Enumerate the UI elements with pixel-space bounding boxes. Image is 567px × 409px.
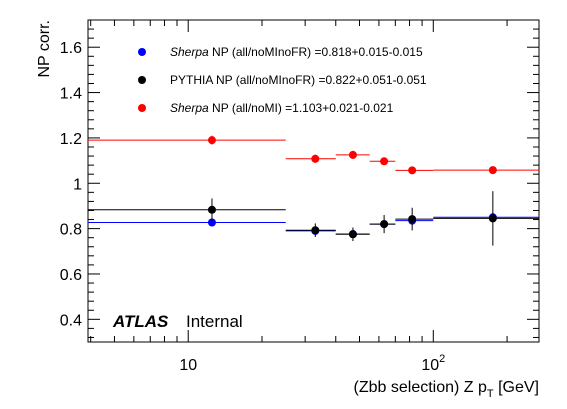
- x-axis-label-unit: [GeV]: [494, 379, 539, 396]
- x-axis-label-sub: T: [487, 388, 494, 400]
- data-point: [408, 166, 417, 175]
- y-axis-label: NP corr.: [36, 20, 53, 78]
- legend-label-text: PYTHIA NP (all/noMInoFR) =0.822+0.051-0.…: [170, 73, 427, 87]
- series-sherpa_np_all_nomlnofr: [88, 213, 539, 239]
- data-point: [380, 157, 389, 166]
- y-tick-label: 1.6: [60, 40, 82, 57]
- legend-label-italic: Sherpa: [170, 101, 209, 115]
- y-tick-label: 1.2: [60, 131, 82, 148]
- x-axis: 10 102: [90, 20, 508, 374]
- legend-label: Sherpa NP (all/noMI) =1.103+0.021-0.021: [170, 101, 394, 115]
- series-pythia_np_all_nomlnofr: [88, 191, 539, 246]
- data-point: [207, 218, 216, 227]
- x-tick-label-base: 10: [421, 357, 439, 374]
- y-tick-label: 0.8: [60, 222, 82, 239]
- legend-entry: Sherpa NP (all/noMInoFR) =0.818+0.015-0.…: [138, 45, 423, 59]
- x-tick-label-exponent: 2: [439, 353, 445, 365]
- data-point: [207, 136, 216, 145]
- data-point: [380, 220, 389, 229]
- legend-entry: PYTHIA NP (all/noMInoFR) =0.822+0.051-0.…: [138, 73, 427, 87]
- legend-label-italic: Sherpa: [170, 45, 209, 59]
- data-point: [408, 215, 417, 224]
- legend-label-text: NP (all/noMInoFR) =0.818+0.015-0.015: [209, 45, 423, 59]
- data-series: [88, 135, 539, 246]
- x-axis-label-main: (Zbb selection) Z p: [354, 379, 487, 396]
- atlas-label: ATLAS: [112, 312, 169, 331]
- legend-label-text: NP (all/noMI) =1.103+0.021-0.021: [209, 101, 394, 115]
- y-tick-label: 1: [73, 176, 82, 193]
- legend-marker: [138, 104, 146, 112]
- data-point: [348, 150, 357, 159]
- y-tick-label: 1.4: [60, 86, 82, 103]
- data-point: [311, 154, 320, 163]
- x-tick-label: 102: [421, 353, 445, 374]
- y-tick-label: 0.4: [60, 312, 82, 329]
- internal-label: Internal: [186, 312, 243, 331]
- legend-entry: Sherpa NP (all/noMI) =1.103+0.021-0.021: [138, 101, 394, 115]
- data-point: [348, 230, 357, 239]
- x-axis-label: (Zbb selection) Z pT [GeV]: [354, 379, 539, 400]
- legend-label: Sherpa NP (all/noMInoFR) =0.818+0.015-0.…: [170, 45, 423, 59]
- legend: Sherpa NP (all/noMInoFR) =0.818+0.015-0.…: [138, 45, 427, 115]
- y-tick-label: 0.6: [60, 267, 82, 284]
- data-point: [311, 226, 320, 235]
- legend-marker: [138, 48, 146, 56]
- legend-marker: [138, 76, 146, 84]
- data-point: [488, 166, 497, 175]
- x-tick-label: 10: [179, 357, 197, 374]
- series-sherpa_np_all_noml: [88, 135, 539, 175]
- data-point: [207, 205, 216, 214]
- x-tick-label-base: 10: [179, 357, 197, 374]
- legend-label: PYTHIA NP (all/noMInoFR) =0.822+0.051-0.…: [170, 73, 427, 87]
- plot-frame: [87, 19, 540, 343]
- data-point: [488, 214, 497, 223]
- y-axis: 0.4 0.6 0.8 1 1.2 1.4 1.6: [60, 19, 539, 338]
